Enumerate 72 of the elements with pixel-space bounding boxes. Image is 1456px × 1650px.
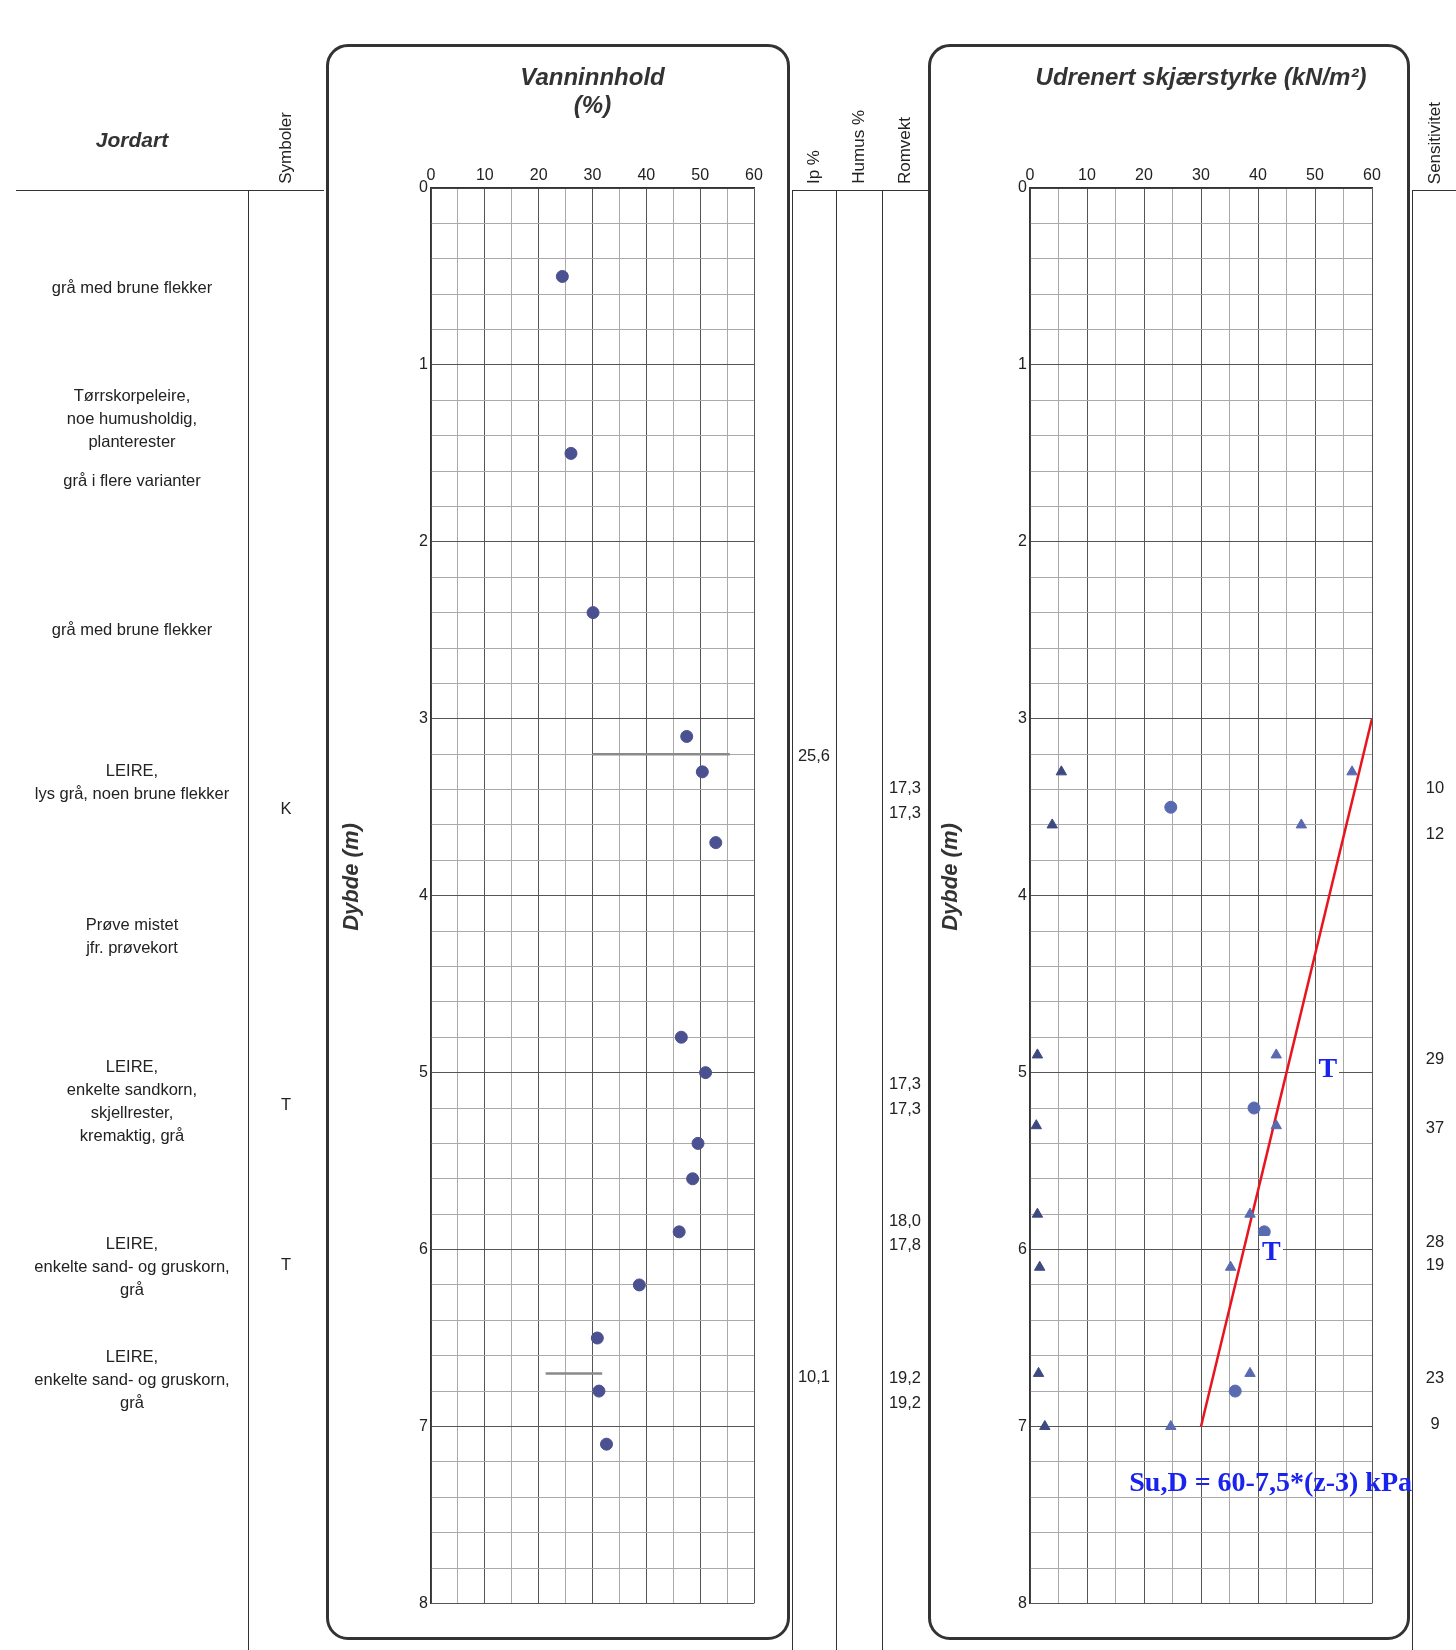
chart-title: Vanninnhold (%) bbox=[519, 63, 666, 119]
text: 29 bbox=[1424, 1047, 1446, 1069]
x-tick-label: 60 bbox=[745, 165, 763, 183]
x-tick-label: 50 bbox=[691, 165, 710, 183]
text: 18,0 bbox=[887, 1209, 923, 1231]
text: Humus % bbox=[849, 110, 869, 184]
text: Tørrskorpeleire, noe humusholdig, planterester bbox=[65, 384, 199, 452]
y-tick-label: 1 bbox=[419, 355, 429, 373]
y-tick-label: 3 bbox=[419, 709, 429, 727]
x-tick-label: 20 bbox=[1135, 165, 1153, 183]
text: 17,3 bbox=[887, 1097, 923, 1119]
y-tick-label: 6 bbox=[419, 1239, 429, 1257]
y-tick-label: 4 bbox=[1018, 886, 1028, 904]
x-tick-label: 10 bbox=[1078, 165, 1096, 183]
y-tick-label: 7 bbox=[1018, 1416, 1028, 1434]
text: 17,3 bbox=[887, 776, 923, 798]
text: T bbox=[279, 1093, 293, 1115]
y-tick-label: 5 bbox=[1018, 1063, 1028, 1081]
text: 17,3 bbox=[887, 801, 923, 823]
y-tick-label: 7 bbox=[419, 1416, 429, 1434]
y-tick-label: 1 bbox=[1018, 355, 1028, 373]
x-tick-label: 60 bbox=[1363, 165, 1381, 183]
y-tick-label: 3 bbox=[1018, 709, 1028, 727]
text: Sensitivitet bbox=[1425, 101, 1445, 184]
text: grå med brune flekker bbox=[50, 618, 214, 640]
text: LEIRE, enkelte sand- og gruskorn, grå bbox=[33, 1345, 231, 1413]
text: 19 bbox=[1424, 1253, 1446, 1275]
x-tick-label: 40 bbox=[637, 165, 656, 183]
text: 17,8 bbox=[887, 1233, 923, 1255]
text: T bbox=[279, 1253, 293, 1275]
text: Ip % bbox=[804, 149, 824, 184]
text: 12 bbox=[1424, 822, 1446, 844]
x-tick-label: 50 bbox=[1306, 165, 1324, 183]
chart-title: Udrenert skjærstyrke (kN/m²) bbox=[1034, 63, 1368, 91]
text: 10 bbox=[1424, 776, 1446, 798]
y-tick-label: 2 bbox=[1018, 532, 1028, 550]
text: K bbox=[279, 797, 293, 819]
y-tick-label: 6 bbox=[1018, 1239, 1028, 1257]
text: Symboler bbox=[276, 112, 296, 184]
y-axis-title: Dybde (m) bbox=[937, 822, 963, 934]
text: Romvekt bbox=[895, 116, 915, 184]
x-tick-label: 30 bbox=[1192, 165, 1210, 183]
y-tick-label: 4 bbox=[419, 886, 429, 904]
text: grå med brune flekker bbox=[50, 276, 214, 298]
text: 10,1 bbox=[796, 1365, 832, 1387]
y-tick-label: 8 bbox=[1018, 1593, 1028, 1611]
text: 19,2 bbox=[887, 1391, 923, 1413]
y-tick-label: 0 bbox=[419, 178, 429, 196]
text: Prøve mistet jfr. prøvekort bbox=[84, 914, 180, 958]
y-tick-label: 2 bbox=[419, 532, 429, 550]
text: grå i flere varianter bbox=[62, 469, 202, 491]
text: 37 bbox=[1424, 1116, 1446, 1138]
y-tick-label: 0 bbox=[1018, 178, 1028, 196]
text: 28 bbox=[1424, 1230, 1446, 1252]
x-tick-label: 10 bbox=[475, 165, 494, 183]
y-tick-label: 8 bbox=[419, 1593, 429, 1611]
text: LEIRE, lys grå, noen brune flekker bbox=[33, 759, 231, 804]
text: Jordart bbox=[94, 128, 170, 152]
text: 19,2 bbox=[887, 1366, 923, 1388]
annotation: T bbox=[1260, 1234, 1283, 1266]
y-axis-title: Dybde (m) bbox=[338, 822, 364, 934]
x-tick-label: 30 bbox=[583, 165, 602, 183]
text: LEIRE, enkelte sand- og gruskorn, grå bbox=[33, 1232, 231, 1300]
x-tick-label: 40 bbox=[1249, 165, 1267, 183]
text: 25,6 bbox=[796, 744, 832, 766]
text: 9 bbox=[1429, 1412, 1441, 1434]
text: 23 bbox=[1424, 1366, 1446, 1388]
y-tick-label: 5 bbox=[419, 1063, 429, 1081]
x-tick-label: 20 bbox=[529, 165, 548, 183]
text: LEIRE, enkelte sandkorn, skjellrester, kremaktig, grå bbox=[65, 1055, 199, 1146]
text: 17,3 bbox=[887, 1072, 923, 1094]
annotation: T bbox=[1316, 1051, 1340, 1083]
